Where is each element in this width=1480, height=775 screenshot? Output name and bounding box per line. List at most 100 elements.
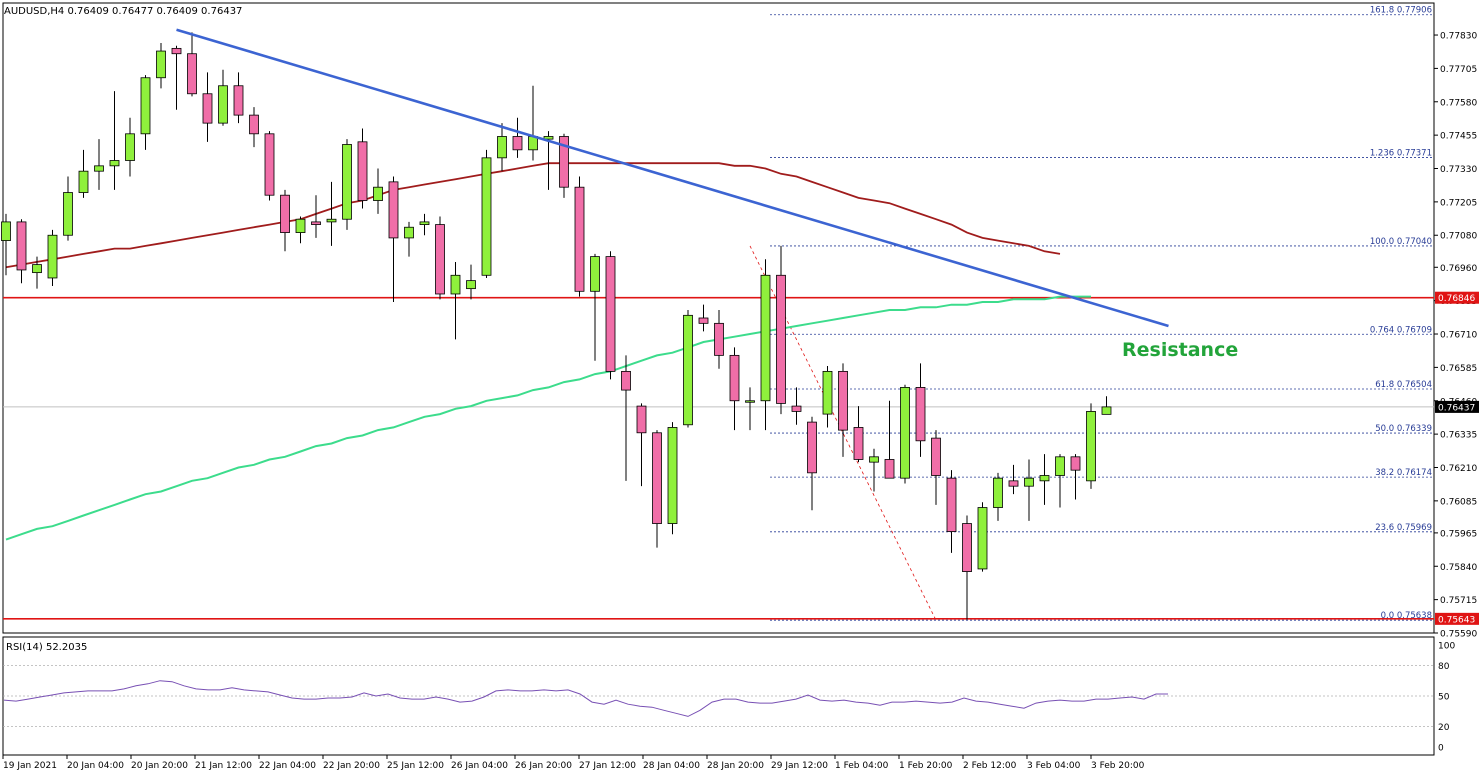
rsi-tick-label: 20 (1438, 723, 1450, 733)
bull-candle (109, 160, 120, 167)
bear-candle (187, 53, 197, 95)
bear-candle (1070, 456, 1081, 471)
fib-level-label: 23.6 0.75969 (1375, 523, 1432, 533)
bull-candle (993, 477, 1003, 508)
bull-candle (156, 50, 166, 79)
bear-candle (249, 114, 259, 135)
bear-candle (915, 387, 926, 442)
bear-candle (853, 427, 864, 460)
bull-candle (822, 370, 833, 415)
bull-candle (977, 507, 988, 570)
y-tick-label: 0.76710 (1440, 331, 1477, 341)
bear-candle (574, 186, 585, 292)
bear-candle (652, 432, 662, 524)
chart-axes: 0.77830 0.77705 0.77580 0.77455 0.77330 0.772… (2, 32, 1479, 771)
bull-candle (373, 186, 383, 201)
bull-candle (450, 274, 461, 295)
fib-level-label: 161.8 0.77906 (1370, 6, 1432, 16)
bull-candle (745, 400, 755, 403)
rsi-label: RSI(14) 52.2035 (6, 642, 87, 653)
price-panel: 161.8 0.77906 1.236 0.77371 100.0 0.77040 0… (1, 6, 1434, 621)
x-tick-label: 29 Jan 12:00 (771, 761, 828, 771)
y-tick-label: 0.77830 (1440, 32, 1477, 42)
fib-swing-line (749, 245, 937, 621)
x-tick-label: 3 Feb 20:00 (1091, 761, 1145, 771)
x-tick-label: 25 Jan 12:00 (387, 761, 444, 771)
bear-candle (559, 136, 569, 188)
bull-candle (481, 157, 492, 276)
long-moving-average (5, 295, 1091, 541)
x-tick-label: 21 Jan 12:00 (195, 761, 252, 771)
bull-candle (1, 221, 11, 241)
bear-candle (280, 194, 290, 233)
descending-trendline (176, 28, 1169, 328)
bear-candle (311, 221, 321, 225)
rsi-tick-label: 100 (1438, 642, 1455, 652)
rsi-tick-label: 0 (1438, 744, 1444, 754)
bear-candle (512, 136, 523, 151)
price-tag-label: 0.75643 (1438, 615, 1475, 625)
bear-candle (435, 224, 445, 295)
bull-candle (1086, 411, 1096, 482)
y-tick-label: 0.77205 (1440, 198, 1477, 208)
bear-candle (946, 477, 957, 532)
bull-candle (326, 218, 337, 223)
y-tick-label: 0.76960 (1440, 264, 1477, 274)
bull-candle (342, 144, 352, 220)
bull-candle (1055, 456, 1065, 476)
bull-candle (78, 170, 89, 193)
fib-level-label: 0.764 0.76709 (1370, 325, 1432, 335)
price-tag-label: 0.76846 (1438, 294, 1475, 304)
bear-candle (202, 93, 213, 124)
rsi-tick-label: 80 (1438, 662, 1450, 672)
bear-candle (605, 256, 616, 372)
bull-candle (47, 234, 58, 279)
fib-level-label: 0.0 0.75638 (1381, 611, 1432, 621)
y-tick-label: 0.77080 (1440, 232, 1477, 242)
bear-candle (233, 85, 244, 116)
y-tick-label: 0.76585 (1440, 364, 1477, 374)
x-tick-label: 1 Feb 20:00 (899, 761, 953, 771)
bull-candle (295, 218, 306, 233)
y-tick-label: 0.75840 (1440, 563, 1477, 573)
bull-candle (125, 133, 135, 161)
bull-candle (32, 264, 42, 274)
bear-candle (714, 322, 724, 356)
bull-candle (94, 165, 104, 172)
bull-candle (1039, 475, 1050, 482)
y-tick-label: 0.75590 (1440, 630, 1477, 640)
y-tick-label: 0.75715 (1440, 596, 1477, 606)
fib-level-label: 38.2 0.76174 (1375, 468, 1432, 478)
x-tick-label: 2 Feb 12:00 (963, 761, 1017, 771)
chart-grid (2, 2, 1435, 756)
bull-candle (63, 192, 73, 236)
x-tick-label: 19 Jan 2021 (3, 761, 57, 771)
bear-candle (962, 523, 972, 573)
x-tick-label: 27 Jan 12:00 (579, 761, 636, 771)
x-tick-label: 20 Jan 04:00 (67, 761, 124, 771)
rsi-panel (3, 665, 1434, 727)
bear-candle (838, 370, 848, 431)
bear-candle (729, 354, 740, 402)
bear-candle (621, 370, 631, 391)
symbol-header: AUDUSD,H4 0.76409 0.76477 0.76409 0.7643… (4, 6, 242, 17)
bull-candle (466, 280, 476, 290)
bear-candle (1008, 480, 1019, 487)
bear-candle (884, 459, 895, 479)
y-tick-label: 0.77580 (1440, 98, 1477, 108)
bull-candle (1024, 477, 1034, 487)
bull-candle (140, 77, 151, 135)
bull-candle (497, 136, 507, 159)
y-tick-label: 0.77455 (1440, 132, 1477, 142)
current-price-label: 0.76437 (1438, 403, 1475, 413)
x-tick-label: 28 Jan 04:00 (643, 761, 700, 771)
rsi-tick-label: 50 (1438, 693, 1450, 703)
current-price-tag (1435, 400, 1479, 413)
fib-level-label: 50.0 0.76339 (1375, 424, 1432, 434)
bear-candle (357, 141, 368, 201)
y-tick-label: 0.77330 (1440, 165, 1477, 175)
x-tick-label: 26 Jan 20:00 (515, 761, 572, 771)
rsi-line (3, 680, 1168, 717)
bear-candle (264, 133, 275, 196)
x-tick-label: 28 Jan 20:00 (707, 761, 764, 771)
